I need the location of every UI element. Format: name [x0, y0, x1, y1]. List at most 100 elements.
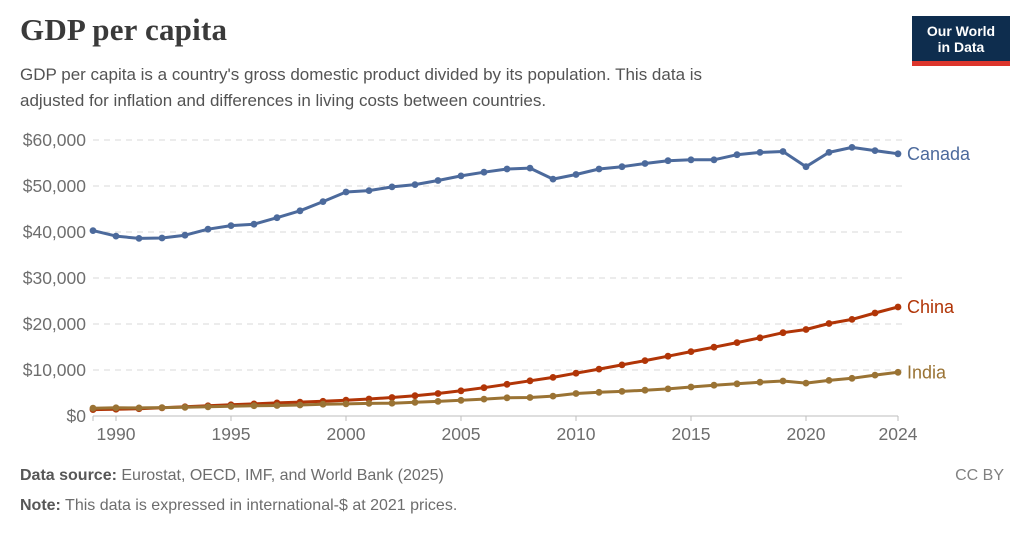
data-point[interactable]	[871, 147, 879, 155]
data-point[interactable]	[572, 369, 580, 377]
data-point[interactable]	[825, 377, 833, 384]
data-point[interactable]	[480, 384, 488, 392]
data-point[interactable]	[687, 156, 695, 164]
data-point[interactable]	[434, 398, 442, 405]
data-point[interactable]	[89, 227, 97, 235]
data-point[interactable]	[204, 225, 212, 233]
data-point[interactable]	[250, 402, 258, 410]
data-point[interactable]	[549, 374, 557, 381]
data-point[interactable]	[779, 329, 787, 337]
data-point[interactable]	[181, 231, 189, 239]
data-point[interactable]	[434, 177, 442, 184]
data-point[interactable]	[181, 403, 189, 411]
data-point[interactable]	[756, 149, 764, 156]
data-point[interactable]	[825, 320, 833, 327]
data-point[interactable]	[710, 343, 718, 351]
data-point[interactable]	[411, 392, 419, 400]
data-point[interactable]	[227, 402, 235, 410]
data-point[interactable]	[779, 377, 787, 385]
data-point[interactable]	[572, 390, 580, 397]
data-point[interactable]	[618, 163, 626, 171]
data-point[interactable]	[112, 232, 120, 240]
series-line-china[interactable]	[91, 305, 900, 412]
series-line-canada[interactable]	[91, 145, 900, 240]
data-point[interactable]	[204, 403, 212, 411]
data-point[interactable]	[480, 395, 488, 403]
data-point[interactable]	[112, 404, 120, 412]
data-point[interactable]	[618, 388, 626, 395]
data-point[interactable]	[894, 150, 902, 158]
data-point[interactable]	[894, 303, 902, 311]
data-point[interactable]	[802, 379, 810, 387]
data-point[interactable]	[549, 392, 557, 400]
data-point[interactable]	[779, 148, 787, 155]
data-point[interactable]	[526, 377, 534, 385]
series-label-china[interactable]: China	[907, 297, 955, 317]
data-point[interactable]	[273, 402, 281, 409]
data-point[interactable]	[503, 394, 511, 402]
license-badge[interactable]: CC BY	[955, 467, 1004, 484]
data-point[interactable]	[135, 235, 143, 242]
data-point[interactable]	[641, 357, 649, 364]
data-point[interactable]	[871, 371, 879, 379]
data-point[interactable]	[733, 380, 741, 388]
data-point[interactable]	[756, 378, 764, 386]
data-point[interactable]	[595, 365, 603, 373]
data-point[interactable]	[388, 399, 396, 407]
data-point[interactable]	[342, 188, 350, 196]
data-point[interactable]	[365, 400, 373, 407]
data-point[interactable]	[894, 368, 902, 376]
data-point[interactable]	[664, 385, 672, 393]
data-point[interactable]	[618, 361, 626, 369]
data-point[interactable]	[158, 404, 166, 411]
data-point[interactable]	[641, 386, 649, 394]
data-point[interactable]	[342, 400, 350, 408]
data-point[interactable]	[89, 404, 97, 412]
series-label-canada[interactable]: Canada	[907, 144, 971, 164]
data-point[interactable]	[296, 401, 304, 409]
data-point[interactable]	[710, 156, 718, 164]
data-point[interactable]	[802, 163, 810, 171]
data-point[interactable]	[664, 157, 672, 165]
data-point[interactable]	[319, 198, 327, 206]
data-point[interactable]	[733, 339, 741, 346]
data-point[interactable]	[687, 348, 695, 355]
data-point[interactable]	[388, 394, 396, 401]
data-point[interactable]	[848, 374, 856, 382]
data-point[interactable]	[848, 316, 856, 323]
data-point[interactable]	[526, 164, 534, 172]
data-point[interactable]	[756, 334, 764, 342]
data-point[interactable]	[802, 326, 810, 333]
data-point[interactable]	[273, 214, 281, 222]
data-point[interactable]	[434, 390, 442, 397]
data-point[interactable]	[457, 387, 465, 395]
data-point[interactable]	[411, 181, 419, 189]
data-point[interactable]	[296, 207, 304, 215]
data-point[interactable]	[250, 220, 258, 228]
data-point[interactable]	[549, 175, 557, 183]
data-point[interactable]	[848, 144, 856, 151]
data-point[interactable]	[871, 309, 879, 317]
data-point[interactable]	[595, 388, 603, 396]
data-point[interactable]	[480, 168, 488, 176]
data-point[interactable]	[595, 165, 603, 173]
data-point[interactable]	[641, 160, 649, 167]
data-point[interactable]	[411, 398, 419, 406]
data-point[interactable]	[825, 149, 833, 156]
data-point[interactable]	[457, 172, 465, 180]
data-point[interactable]	[457, 396, 465, 404]
data-point[interactable]	[733, 151, 741, 159]
data-point[interactable]	[572, 171, 580, 178]
data-point[interactable]	[710, 381, 718, 389]
series-line-india[interactable]	[91, 370, 900, 410]
data-point[interactable]	[135, 404, 143, 412]
data-point[interactable]	[227, 222, 235, 230]
data-point[interactable]	[687, 383, 695, 391]
data-point[interactable]	[664, 352, 672, 360]
data-point[interactable]	[503, 165, 511, 173]
data-point[interactable]	[503, 380, 511, 388]
series-label-india[interactable]: India	[907, 362, 947, 382]
data-point[interactable]	[319, 400, 327, 408]
data-point[interactable]	[158, 234, 166, 242]
data-point[interactable]	[388, 183, 396, 191]
